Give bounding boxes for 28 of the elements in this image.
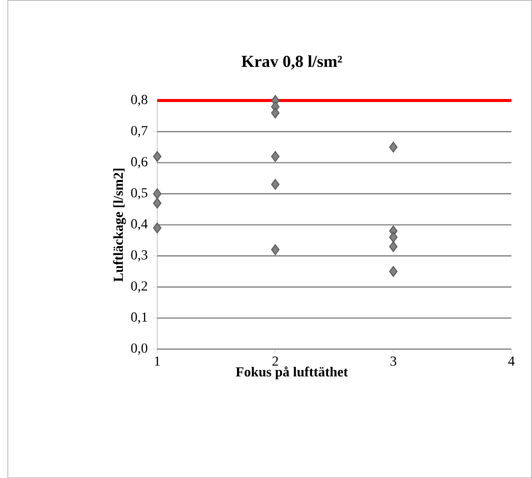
y-tick-label: 0,6 <box>131 156 148 168</box>
point <box>153 222 162 234</box>
point <box>153 198 162 208</box>
point <box>271 107 280 118</box>
y-tick-label: 0,2 <box>131 281 148 292</box>
point <box>389 142 398 152</box>
point <box>389 241 398 252</box>
point <box>153 150 162 162</box>
y-tick-label: 0,7 <box>131 126 148 138</box>
y-tick-label: 0,0 <box>131 343 148 355</box>
x-tick-label: 2 <box>272 356 278 366</box>
y-tick-label: 0,1 <box>131 312 148 324</box>
y-tick-label: 0,3 <box>131 250 148 262</box>
point <box>153 188 162 200</box>
point <box>271 150 280 162</box>
point <box>271 178 280 190</box>
x-tick-label: 1 <box>154 356 160 366</box>
y-tick-label: 0,5 <box>131 188 148 200</box>
y-tick-label: 0,4 <box>131 219 148 230</box>
x-axis-title: Fokus på lufttäthet <box>236 366 348 380</box>
y-tick-label: 0,8 <box>131 94 148 106</box>
point <box>389 232 398 243</box>
x-tick-label: 4 <box>508 356 515 366</box>
y-axis-title: Luftläckage [l/sm2] <box>113 168 126 282</box>
point <box>271 244 280 255</box>
point <box>389 266 398 277</box>
chart-title: Krav 0,8 l/sm² <box>242 55 342 70</box>
x-tick-label: 3 <box>390 356 396 366</box>
